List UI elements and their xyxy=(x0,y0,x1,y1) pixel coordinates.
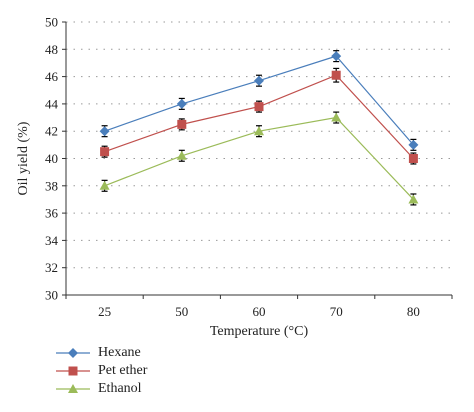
data-point-hexane xyxy=(176,98,187,109)
legend-swatch-hexane xyxy=(56,348,90,358)
data-point-hexane xyxy=(254,75,264,86)
data-point-ethanol xyxy=(176,150,187,160)
y-tick-label: 36 xyxy=(45,206,59,221)
legend-label-pet-ether: Pet ether xyxy=(98,363,148,378)
y-tick-label: 48 xyxy=(45,42,58,57)
legend-swatch-ethanol xyxy=(56,384,90,393)
data-point-ethanol xyxy=(254,126,264,136)
data-point-pet-ether xyxy=(331,70,341,80)
data-point-pet-ether xyxy=(254,102,264,112)
data-point-ethanol xyxy=(331,112,342,122)
y-tick-label: 32 xyxy=(45,260,58,275)
x-tick-label: 80 xyxy=(407,304,420,319)
y-tick-label: 30 xyxy=(45,288,58,303)
y-tick-label: 42 xyxy=(45,124,58,139)
square-marker-icon xyxy=(68,366,78,376)
x-tick-label: 25 xyxy=(98,304,111,319)
diamond-marker-icon xyxy=(68,348,78,358)
legend-label-hexane: Hexane xyxy=(98,345,141,360)
data-point-hexane xyxy=(331,51,342,62)
legend-label-ethanol: Ethanol xyxy=(98,381,142,396)
data-point-pet-ether xyxy=(408,154,418,163)
triangle-marker-icon xyxy=(68,384,78,393)
x-tick-label: 70 xyxy=(330,304,343,319)
x-axis-title: Temperature (°C) xyxy=(210,324,309,339)
y-tick-label: 44 xyxy=(45,96,59,111)
legend-item-pet-ether: Pet ether xyxy=(56,362,147,380)
x-tick-label: 50 xyxy=(175,304,188,319)
data-point-ethanol xyxy=(408,194,419,204)
y-tick-label: 34 xyxy=(45,233,59,248)
data-point-pet-ether xyxy=(100,147,110,157)
y-tick-label: 40 xyxy=(45,151,58,166)
data-point-hexane xyxy=(408,139,419,150)
x-tick-label: 60 xyxy=(253,304,266,319)
series-line-pet-ether xyxy=(104,74,414,159)
legend-item-hexane: Hexane xyxy=(56,344,147,362)
legend-item-ethanol: Ethanol xyxy=(56,380,147,398)
data-point-ethanol xyxy=(99,180,110,190)
y-tick-label: 50 xyxy=(45,15,58,30)
y-axis-title: Oil yield (%) xyxy=(16,121,31,195)
legend-swatch-pet-ether xyxy=(56,366,90,376)
y-tick-label: 38 xyxy=(45,178,58,193)
chart-legend: Hexane Pet ether Ethanol xyxy=(56,344,147,398)
y-tick-label: 46 xyxy=(45,69,59,84)
data-point-pet-ether xyxy=(177,119,187,129)
data-point-hexane xyxy=(99,126,110,137)
